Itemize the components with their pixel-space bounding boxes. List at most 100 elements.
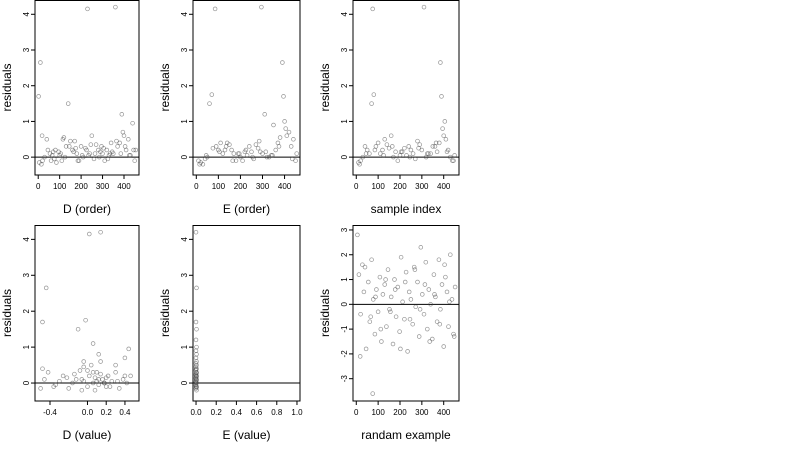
- data-point: [451, 331, 456, 337]
- data-point: [94, 370, 100, 375]
- data-point: [369, 257, 374, 262]
- y-axis-title: residuals: [0, 63, 14, 111]
- data-point: [237, 151, 242, 156]
- data-point: [417, 307, 423, 312]
- data-point: [449, 297, 455, 302]
- data-point: [395, 284, 401, 290]
- data-point: [430, 336, 435, 342]
- data-point: [280, 60, 285, 65]
- data-point: [264, 154, 270, 160]
- data-point: [107, 151, 113, 156]
- data-point: [377, 274, 383, 280]
- data-point: [398, 254, 404, 260]
- data-point: [428, 151, 433, 156]
- data-point: [98, 149, 103, 155]
- data-point: [286, 129, 292, 135]
- y-tick-label: 4: [340, 12, 349, 17]
- scatter-panel-4: -0.4 0.0 0.2 0.4 0 1 2 3 4 D (value) residuals: [0, 225, 140, 442]
- data-point: [406, 289, 412, 295]
- data-point: [369, 101, 374, 106]
- data-point: [384, 142, 390, 147]
- data-point: [291, 137, 296, 142]
- data-point: [113, 4, 118, 10]
- data-point: [92, 387, 98, 393]
- data-point: [427, 339, 432, 344]
- data-point: [408, 147, 414, 153]
- data-point: [390, 341, 396, 347]
- data-point: [413, 304, 418, 310]
- data-point: [121, 133, 127, 138]
- x-tick-label: 100: [371, 408, 385, 417]
- data-point: [131, 147, 136, 153]
- data-point: [446, 324, 451, 329]
- data-point: [42, 377, 47, 382]
- data-point: [50, 149, 56, 155]
- data-point: [130, 120, 135, 126]
- data-point: [402, 279, 408, 285]
- data-point: [288, 144, 294, 149]
- y-tick-label: 4: [180, 12, 189, 17]
- data-point: [247, 144, 252, 149]
- data-point: [361, 289, 367, 295]
- data-point: [102, 380, 107, 386]
- x-tick-label: 400: [437, 182, 451, 191]
- data-point: [443, 137, 449, 142]
- y-tick-label: 2: [22, 308, 31, 313]
- data-point: [378, 326, 384, 332]
- data-point: [375, 309, 381, 315]
- data-point: [78, 144, 84, 149]
- data-point: [385, 267, 391, 272]
- data-point: [398, 149, 404, 155]
- data-point: [126, 346, 131, 352]
- data-point: [403, 269, 409, 275]
- x-tick-label: 100: [212, 182, 226, 191]
- data-point: [96, 377, 101, 382]
- data-point: [108, 140, 114, 146]
- data-point: [194, 344, 199, 350]
- data-point: [120, 377, 126, 382]
- y-tick-label: 1: [340, 277, 349, 282]
- y-tick-label: 2: [340, 83, 349, 88]
- y-tick-label: 1: [340, 119, 349, 124]
- data-point: [360, 262, 365, 267]
- data-point: [425, 326, 430, 332]
- data-point: [72, 138, 77, 144]
- data-point: [271, 122, 276, 128]
- data-point: [431, 272, 437, 277]
- data-point: [253, 142, 259, 147]
- x-tick-label: 0.6: [251, 408, 263, 417]
- data-point: [38, 60, 43, 65]
- y-tick-label: -2: [340, 350, 349, 358]
- data-point: [379, 339, 384, 344]
- data-point: [229, 147, 234, 153]
- x-tick-label: 1.0: [291, 408, 303, 417]
- data-point: [97, 154, 102, 160]
- data-point: [392, 277, 397, 282]
- data-point: [388, 309, 393, 315]
- data-point: [90, 341, 96, 346]
- data-point: [66, 386, 71, 391]
- x-tick-label: 400: [437, 408, 451, 417]
- y-axis-title: residuals: [318, 289, 332, 337]
- data-point: [77, 368, 83, 373]
- data-point: [400, 299, 405, 305]
- x-axis-title: sample index: [371, 202, 442, 216]
- data-point: [62, 154, 68, 160]
- y-tick-label: 0: [22, 380, 31, 385]
- data-point: [411, 264, 417, 270]
- data-point: [416, 145, 421, 151]
- data-point: [397, 329, 402, 334]
- data-point: [45, 370, 51, 375]
- data-point: [370, 6, 375, 12]
- x-tick-label: 0.4: [231, 408, 243, 417]
- data-point: [133, 147, 139, 153]
- data-point: [42, 154, 47, 160]
- x-tick-label: 0.4: [119, 408, 131, 417]
- data-point: [71, 149, 76, 155]
- data-point: [362, 264, 368, 270]
- data-point: [126, 137, 131, 142]
- scatter-panel-5: 0.0 0.2 0.4 0.6 0.8 1.0 0 1 2 3 4 E (value) residual…: [158, 225, 303, 442]
- data-point: [370, 391, 375, 396]
- data-point: [105, 156, 111, 162]
- data-point: [58, 151, 63, 156]
